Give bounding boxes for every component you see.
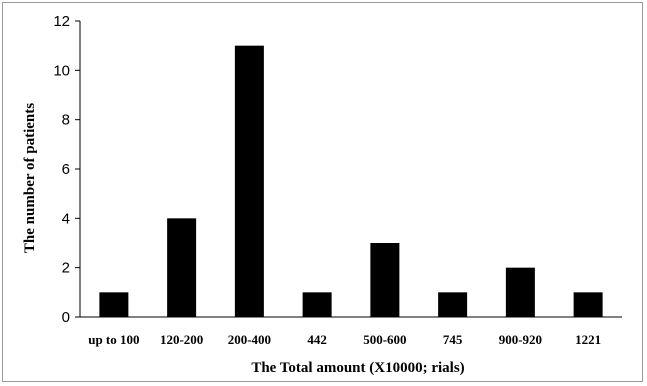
- bar: [167, 218, 197, 317]
- y-axis-label: The number of patients: [22, 103, 38, 253]
- y-tick-label: 4: [62, 210, 70, 227]
- x-axis: up to 100 120-200 200-400 442 500-600 745 900-…: [80, 316, 622, 347]
- x-tick-label: 1221: [575, 332, 601, 347]
- bar: [370, 243, 400, 317]
- bar: [99, 292, 129, 317]
- y-axis: 0 2 4 6 8 10 12: [53, 13, 81, 326]
- x-tick-label: 745: [443, 332, 463, 347]
- bar: [573, 292, 603, 317]
- y-tick-label: 10: [53, 62, 70, 79]
- x-tick-label: 900-920: [499, 332, 542, 347]
- bar: [438, 292, 468, 317]
- x-tick-label: up to 100: [88, 332, 139, 347]
- bar: [302, 292, 332, 317]
- y-tick-label: 8: [62, 112, 70, 129]
- x-tick-label: 120-200: [160, 332, 203, 347]
- x-axis-label: The Total amount (X10000; rials): [251, 360, 464, 376]
- x-tick-label: 200-400: [228, 332, 271, 347]
- bar: [234, 45, 264, 318]
- bars: [99, 45, 603, 318]
- x-tick-label: 500-600: [363, 332, 406, 347]
- y-tick-label: 12: [53, 13, 70, 30]
- x-tick-label: 442: [307, 332, 327, 347]
- bar: [505, 267, 535, 317]
- chart-frame: [2, 2, 643, 382]
- y-tick-label: 0: [62, 309, 70, 326]
- y-tick-label: 2: [62, 260, 70, 277]
- y-tick-label: 6: [62, 161, 70, 178]
